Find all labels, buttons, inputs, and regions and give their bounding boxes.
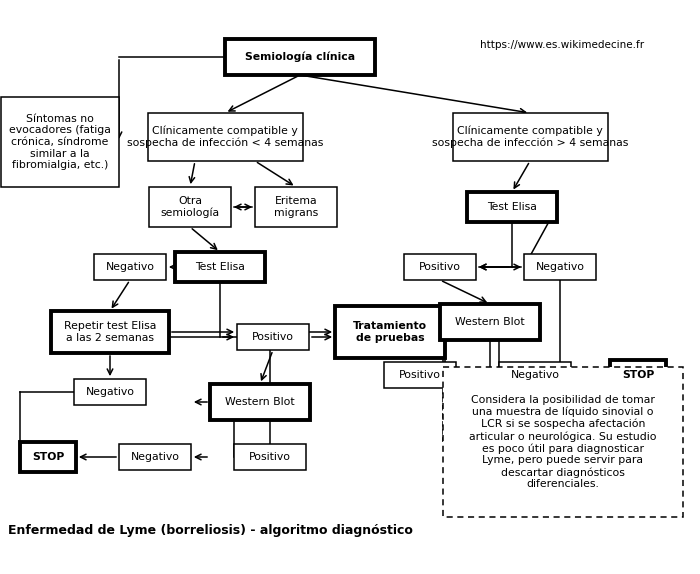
Bar [175,252,265,282]
Bar [384,362,456,388]
Bar [1,97,119,187]
Bar [74,379,146,405]
Bar [20,442,76,472]
Text: Test Elisa: Test Elisa [487,202,537,212]
Text: Western Blot: Western Blot [455,317,525,327]
Text: Positivo: Positivo [399,370,441,380]
Text: https://www.es.wikimedecine.fr: https://www.es.wikimedecine.fr [480,40,644,50]
Bar [148,113,302,161]
Text: STOP: STOP [622,370,654,380]
Bar [443,367,683,517]
Text: Clínicamente compatible y
sospecha de infección < 4 semanas: Clínicamente compatible y sospecha de in… [127,126,323,148]
Text: Semiología clínica: Semiología clínica [245,52,355,62]
Text: Western Blot: Western Blot [225,397,295,407]
Text: Positivo: Positivo [419,262,461,272]
Bar [499,362,571,388]
Bar [255,187,337,227]
Text: Enfermedad de Lyme (borreliosis) - algoritmo diagnóstico: Enfermedad de Lyme (borreliosis) - algor… [8,524,413,537]
Bar [119,444,191,470]
Text: Negativo: Negativo [130,452,179,462]
Text: Repetir test Elisa
a las 2 semanas: Repetir test Elisa a las 2 semanas [64,321,156,343]
Bar [452,113,608,161]
Bar [524,254,596,280]
Text: Considera la posibilidad de tomar
una muestra de líquido sinovial o
LCR si se so: Considera la posibilidad de tomar una mu… [469,395,657,489]
Bar [237,324,309,350]
Text: Tratamiento
de pruebas: Tratamiento de pruebas [353,321,427,343]
Text: Negativo: Negativo [106,262,155,272]
Text: Clínicamente compatible y
sospecha de infección > 4 semanas: Clínicamente compatible y sospecha de in… [432,126,628,148]
Bar [234,444,306,470]
Bar [210,384,310,420]
Text: STOP: STOP [32,452,64,462]
Text: Positivo: Positivo [249,452,291,462]
Text: Positivo: Positivo [252,332,294,342]
Text: Síntomas no
evocadores (fatiga
crónica, síndrome
similar a la
fibromialgia, etc.: Síntomas no evocadores (fatiga crónica, … [9,114,111,170]
Text: Eritema
migrans: Eritema migrans [274,196,318,218]
Text: Otra
semiología: Otra semiología [160,196,220,218]
Bar [440,304,540,340]
Text: Negativo: Negativo [536,262,584,272]
Bar [610,360,666,390]
Bar [467,192,557,222]
Text: Test Elisa: Test Elisa [195,262,245,272]
Bar [51,311,169,353]
Bar [94,254,166,280]
Bar [225,39,375,75]
Text: Negativo: Negativo [85,387,134,397]
Bar [335,306,445,358]
Text: Negativo: Negativo [510,370,559,380]
Bar [149,187,231,227]
Bar [404,254,476,280]
